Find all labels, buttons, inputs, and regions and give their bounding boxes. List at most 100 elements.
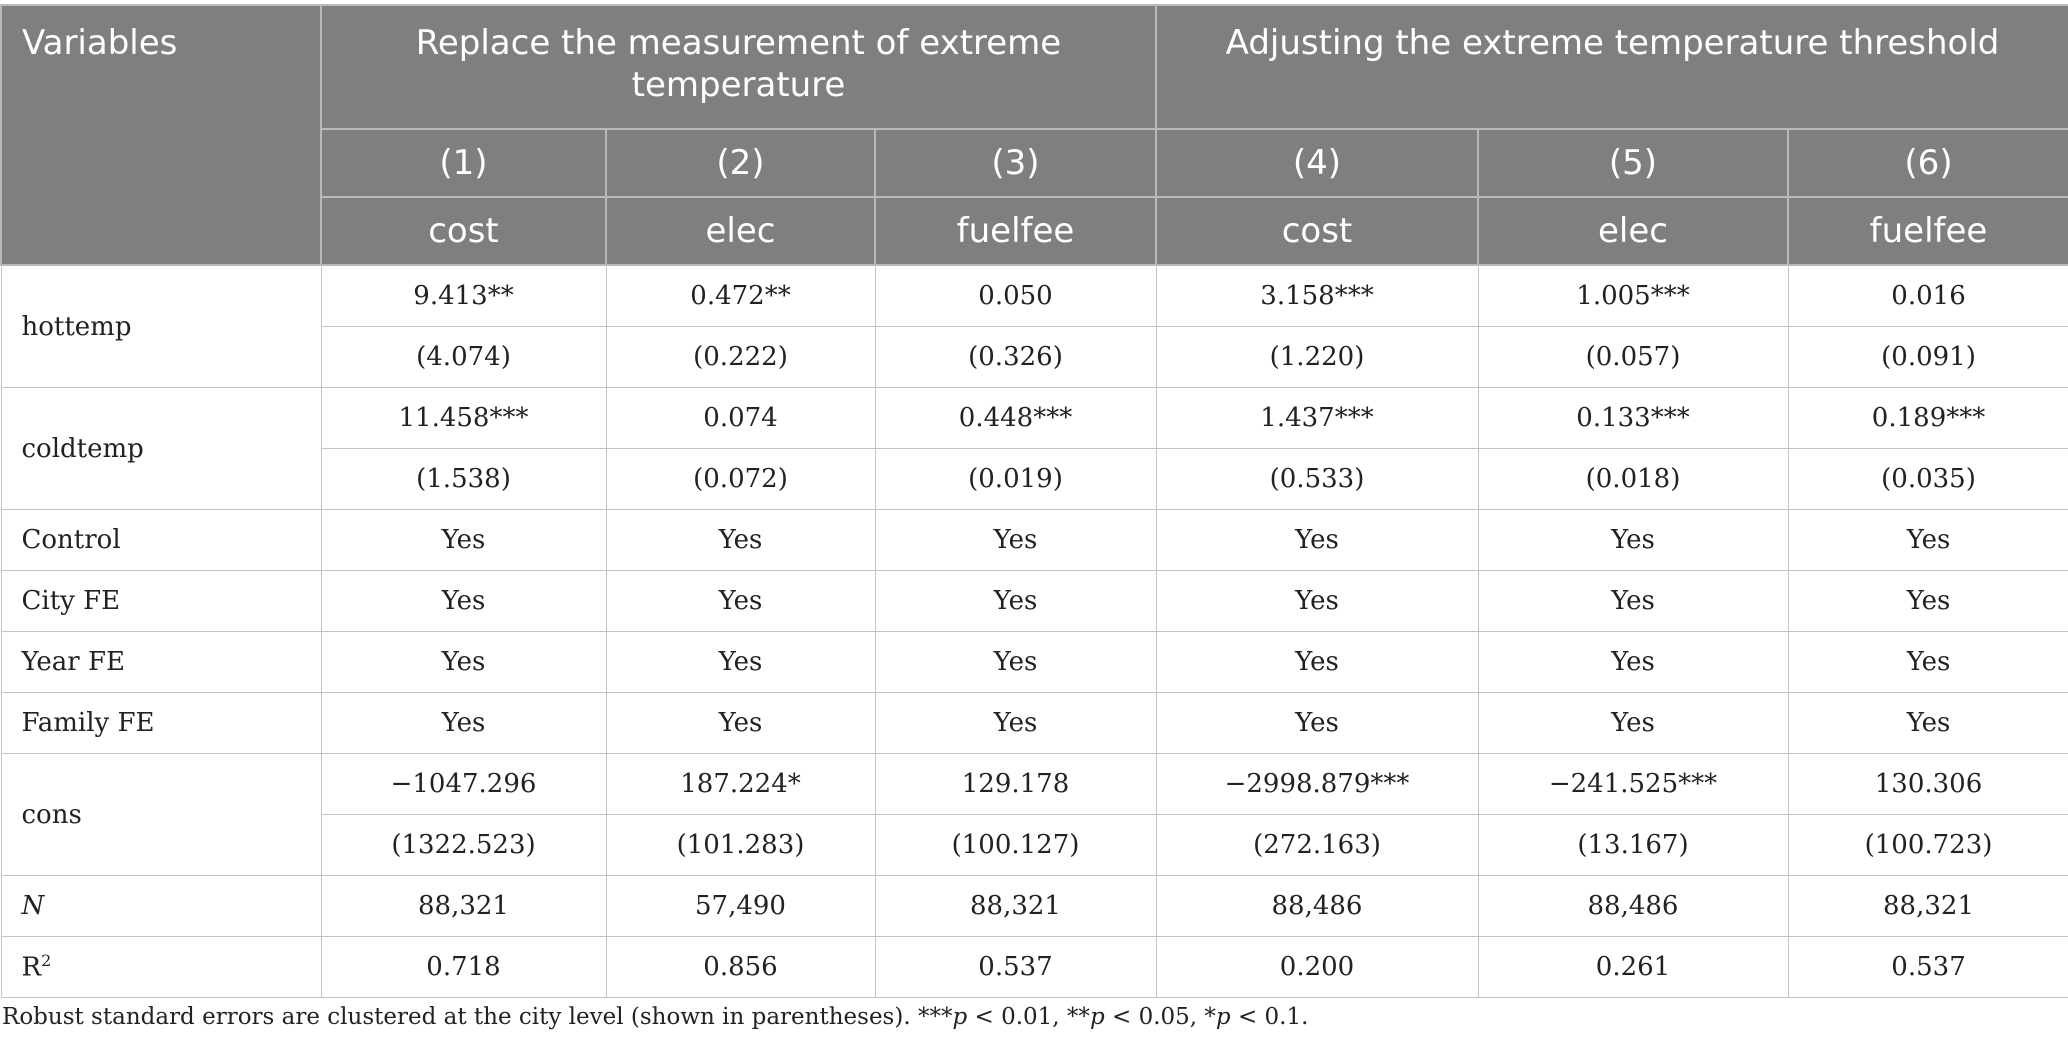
footnote-p: p [1089,1004,1105,1030]
value-cell: Yes [874,509,1157,571]
value-cell: 88,486 [1155,875,1479,937]
footnote-text-4: < 0.1. [1230,1004,1309,1030]
coef-cell: 129.178 [874,753,1157,815]
table-row-r2: R2 0.718 0.856 0.537 0.200 0.261 0.537 [0,936,2068,998]
group-header-replace-measurement: Replace the measurement of extreme tempe… [320,4,1157,130]
row-label-year-fe: Year FE [0,631,322,693]
se-cell: (0.091) [1787,326,2068,388]
dep-var-header: fuelfee [874,196,1157,266]
value-cell: Yes [1477,692,1789,754]
coef-cell: 0.016 [1787,264,2068,327]
footnote-text-2: < 0.01, ** [967,1004,1090,1030]
table-row-year-fe: Year FE Yes Yes Yes Yes Yes Yes [0,631,2068,693]
value-cell: 88,321 [1787,875,2068,937]
value-cell: Yes [874,692,1157,754]
row-label-family-fe: Family FE [0,692,322,754]
value-cell: Yes [1787,631,2068,693]
se-cell: (13.167) [1477,814,1789,876]
group-header-adjust-threshold: Adjusting the extreme temperature thresh… [1154,4,2068,130]
se-cell: (0.035) [1787,448,2068,510]
coef-cell: 187.224* [605,753,876,815]
coef-cell: 0.074 [605,387,876,449]
se-cell: (101.283) [605,814,876,876]
value-cell: Yes [1155,509,1479,571]
value-cell: Yes [1155,631,1479,693]
table-row-coldtemp-se: (1.538) (0.072) (0.019) (0.533) (0.018) … [1,448,2068,510]
coef-cell: 0.448*** [874,387,1157,449]
table-row-coldtemp-coef: coldtemp 11.458*** 0.074 0.448*** 1.437*… [0,387,2068,510]
dep-var-header: elec [605,196,876,266]
row-label-hottemp: hottemp [0,264,322,388]
se-cell: (100.127) [874,814,1157,876]
table-row-cons-se: (1322.523) (101.283) (100.127) (272.163)… [1,814,2068,876]
col-number: (5) [1477,128,1789,198]
coef-cell: 0.189*** [1787,387,2068,449]
value-cell: 0.261 [1477,936,1789,998]
value-cell: 88,321 [874,875,1157,937]
dep-var-header: cost [1155,196,1479,266]
value-cell: Yes [1155,692,1479,754]
value-cell: Yes [1477,631,1789,693]
table-row-cons-coef: cons −1047.296 187.224* 129.178 −2998.87… [0,753,2068,876]
value-cell: Yes [605,570,876,632]
se-cell: (272.163) [1155,814,1479,876]
value-cell: 0.200 [1155,936,1479,998]
se-cell: (0.018) [1477,448,1789,510]
coef-cell: 1.005*** [1477,264,1789,327]
coef-cell: 1.437*** [1155,387,1479,449]
se-cell: (0.326) [874,326,1157,388]
se-cell: (0.222) [605,326,876,388]
value-cell: 0.856 [605,936,876,998]
coef-cell: 0.133*** [1477,387,1789,449]
coef-cell: 11.458*** [320,387,607,449]
value-cell: 88,486 [1477,875,1789,937]
value-cell: Yes [605,631,876,693]
row-label-control: Control [0,509,322,571]
value-cell: Yes [874,570,1157,632]
row-label-n: N [0,875,322,937]
value-cell: Yes [1787,570,2068,632]
r2-label-text: R [21,952,42,983]
row-label-coldtemp: coldtemp [0,387,322,510]
coef-cell: 0.472** [605,264,876,327]
value-cell: Yes [605,509,876,571]
se-cell: (0.072) [605,448,876,510]
coef-cell: −1047.296 [320,753,607,815]
se-cell: (1.220) [1155,326,1479,388]
se-cell: (0.057) [1477,326,1789,388]
coef-cell: 9.413** [320,264,607,327]
col-number: (2) [605,128,876,198]
value-cell: 0.537 [1787,936,2068,998]
value-cell: Yes [1787,509,2068,571]
row-label-cons: cons [0,753,322,876]
se-cell: (4.074) [320,326,607,388]
value-cell: 88,321 [320,875,607,937]
col-number: (6) [1786,128,2068,198]
table-footnote: Robust standard errors are clustered at … [2,1004,1308,1030]
footnote-text-1: Robust standard errors are clustered at … [2,1004,953,1030]
coef-cell: 3.158*** [1155,264,1479,327]
coef-cell: −241.525*** [1477,753,1789,815]
value-cell: Yes [320,509,607,571]
dep-var-header: elec [1477,196,1789,266]
col-number: (4) [1155,128,1479,198]
value-cell: Yes [1155,570,1479,632]
coef-cell: 0.050 [874,264,1157,327]
value-cell: Yes [605,692,876,754]
dep-var-header: cost [320,196,607,266]
value-cell: Yes [1477,570,1789,632]
value-cell: Yes [874,631,1157,693]
coef-cell: −2998.879*** [1155,753,1479,815]
row-label-city-fe: City FE [0,570,322,632]
value-cell: 0.537 [874,936,1157,998]
se-cell: (1322.523) [320,814,607,876]
table-row-n: N 88,321 57,490 88,321 88,486 88,486 88,… [0,875,2068,937]
r2-label-superscript: 2 [41,951,52,971]
se-cell: (0.533) [1155,448,1479,510]
coef-cell: 130.306 [1787,753,2068,815]
regression-table: Variables Replace the measurement of ext… [0,4,2068,998]
col-number: (1) [320,128,607,198]
value-cell: Yes [1787,692,2068,754]
table-row-city-fe: City FE Yes Yes Yes Yes Yes Yes [0,570,2068,632]
se-cell: (1.538) [320,448,607,510]
